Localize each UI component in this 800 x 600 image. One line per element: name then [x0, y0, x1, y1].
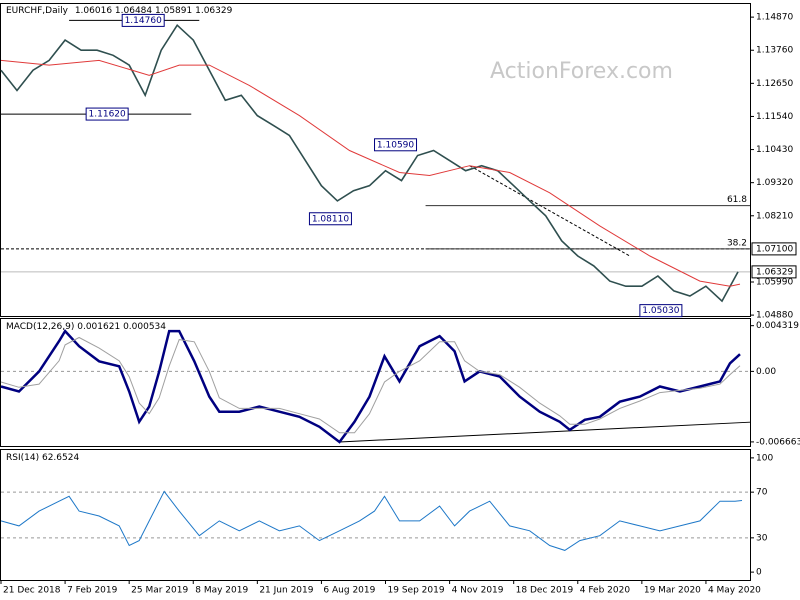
series-line	[0, 23, 739, 303]
last-price-label: 1.06329	[756, 267, 793, 277]
fib-price-label: 1.07100	[756, 244, 793, 254]
macd-reading: 0.001621	[77, 322, 120, 332]
x-tick-label: 18 Dec 2019	[516, 586, 574, 596]
watermark: ActionForex.com	[490, 59, 673, 84]
close: 1.06329	[195, 6, 232, 16]
y-tick-label: 0.004319	[756, 321, 799, 331]
x-tick-label: 4 May 2020	[708, 586, 761, 596]
y-tick-label: -0.006663	[756, 437, 800, 447]
price-panel	[0, 3, 751, 317]
y-tick-label: 1.04880	[756, 311, 793, 321]
low: 1.05891	[155, 6, 192, 16]
x-tick-label: 21 Jun 2019	[259, 586, 313, 596]
y-tick-label: 1.11540	[756, 112, 793, 122]
y-tick-label: 1.05990	[756, 277, 793, 287]
y-tick-label: 70	[756, 488, 768, 498]
rsi-title: RSI(14)	[6, 453, 39, 463]
x-tick-label: 7 Feb 2019	[67, 586, 118, 596]
macd-panel	[0, 318, 751, 447]
last-price-box	[751, 265, 797, 279]
series-line	[0, 490, 743, 551]
series-line	[0, 329, 741, 444]
macd-header: MACD(12,26,9) 0.001621 0.000534	[6, 322, 166, 332]
y-tick-label: 1.08210	[756, 211, 793, 221]
x-tick-label: 4 Nov 2019	[452, 586, 504, 596]
annotation-label: 1.05030	[642, 306, 679, 316]
y-tick-label: 0	[756, 568, 762, 578]
annotation-label: 1.10590	[377, 140, 414, 150]
x-tick-label: 19 Sep 2019	[388, 586, 445, 596]
y-tick-label: 1.13760	[756, 46, 793, 56]
y-tick-label: 1.10430	[756, 145, 793, 155]
annotation-box	[374, 138, 418, 152]
annotation-label: 1.14760	[125, 16, 162, 26]
annotation-box	[308, 212, 352, 226]
y-tick-label: 1.14870	[756, 13, 793, 23]
annotation-box	[85, 107, 129, 121]
series-line	[0, 59, 741, 287]
rsi-header: RSI(14) 62.6524	[6, 453, 79, 463]
annotation-label: 1.08110	[312, 214, 349, 224]
y-tick-label: 0.00	[756, 367, 776, 377]
x-tick-label: 21 Dec 2018	[3, 586, 61, 596]
y-tick-label: 1.09320	[756, 178, 793, 188]
rsi-reading: 62.6524	[42, 453, 79, 463]
trend-line	[339, 421, 751, 443]
high: 1.06484	[115, 6, 152, 16]
trend-line	[469, 165, 631, 257]
x-tick-label: 6 Aug 2019	[323, 586, 375, 596]
fib-price-box	[751, 242, 797, 256]
annotation-box	[121, 13, 165, 27]
fib-label: 38.2	[727, 238, 747, 248]
annotation-box	[639, 304, 683, 318]
annotation-label: 1.11620	[89, 110, 126, 120]
y-tick-label: 1.12650	[756, 79, 793, 89]
macd-title: MACD(12,26,9)	[6, 322, 74, 332]
series-line	[0, 336, 741, 434]
y-tick-label: 30	[756, 533, 768, 543]
x-tick-label: 8 May 2019	[195, 586, 248, 596]
fib-label: 61.8	[727, 195, 747, 205]
y-tick-label: 100	[756, 453, 773, 463]
x-tick-label: 19 Mar 2020	[644, 586, 701, 596]
price-header: EURCHF,Daily 1.06016 1.06484 1.05891 1.0…	[6, 6, 233, 16]
open: 1.06016	[75, 6, 112, 16]
signal-reading: 0.000534	[123, 322, 166, 332]
x-tick-label: 4 Feb 2020	[580, 586, 631, 596]
rsi-panel	[0, 449, 751, 581]
symbol: EURCHF,Daily	[6, 6, 69, 16]
x-tick-label: 25 Mar 2019	[131, 586, 188, 596]
